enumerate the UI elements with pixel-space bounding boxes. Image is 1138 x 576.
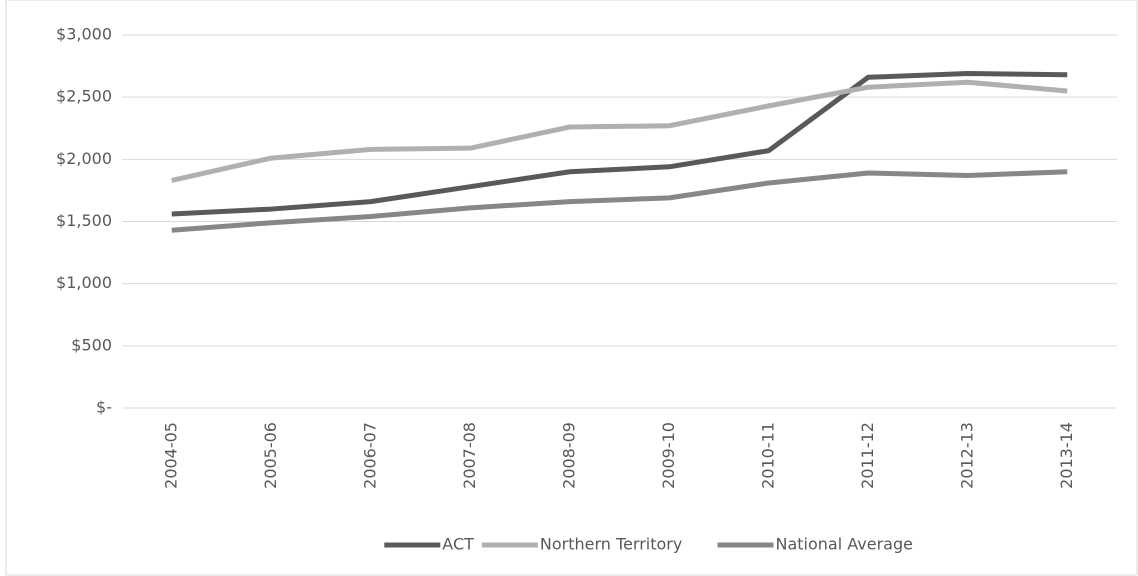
y-tick-label: $500: [71, 335, 112, 354]
x-tick-label: 2008-09: [559, 422, 578, 489]
y-tick-label: $3,000: [56, 25, 112, 44]
y-tick-label: $2,500: [56, 87, 112, 106]
y-tick-label: $2,000: [56, 149, 112, 168]
series-line: [171, 169, 1068, 233]
series-line: [171, 79, 1068, 183]
y-tick-label: $1,000: [56, 273, 112, 292]
legend-label: Northern Territory: [540, 535, 682, 554]
legend-label: National Average: [776, 535, 913, 554]
x-tick-label: 2005-06: [261, 422, 280, 489]
x-tick-label: 2004-05: [161, 422, 180, 489]
series-line: [171, 71, 1068, 217]
x-tick-label: 2009-10: [659, 422, 678, 489]
x-tick-label: 2013-14: [1057, 422, 1076, 489]
legend-label: ACT: [442, 535, 474, 554]
y-tick-label: $1,500: [56, 211, 112, 230]
x-tick-label: 2007-08: [460, 422, 479, 489]
x-tick-label: 2010-11: [758, 422, 777, 489]
x-tick-label: 2012-13: [957, 422, 976, 489]
chart-border: [5, 0, 1138, 576]
x-tick-label: 2011-12: [858, 422, 877, 489]
x-tick-label: 2006-07: [360, 422, 379, 489]
y-tick-label: $-: [96, 398, 112, 417]
